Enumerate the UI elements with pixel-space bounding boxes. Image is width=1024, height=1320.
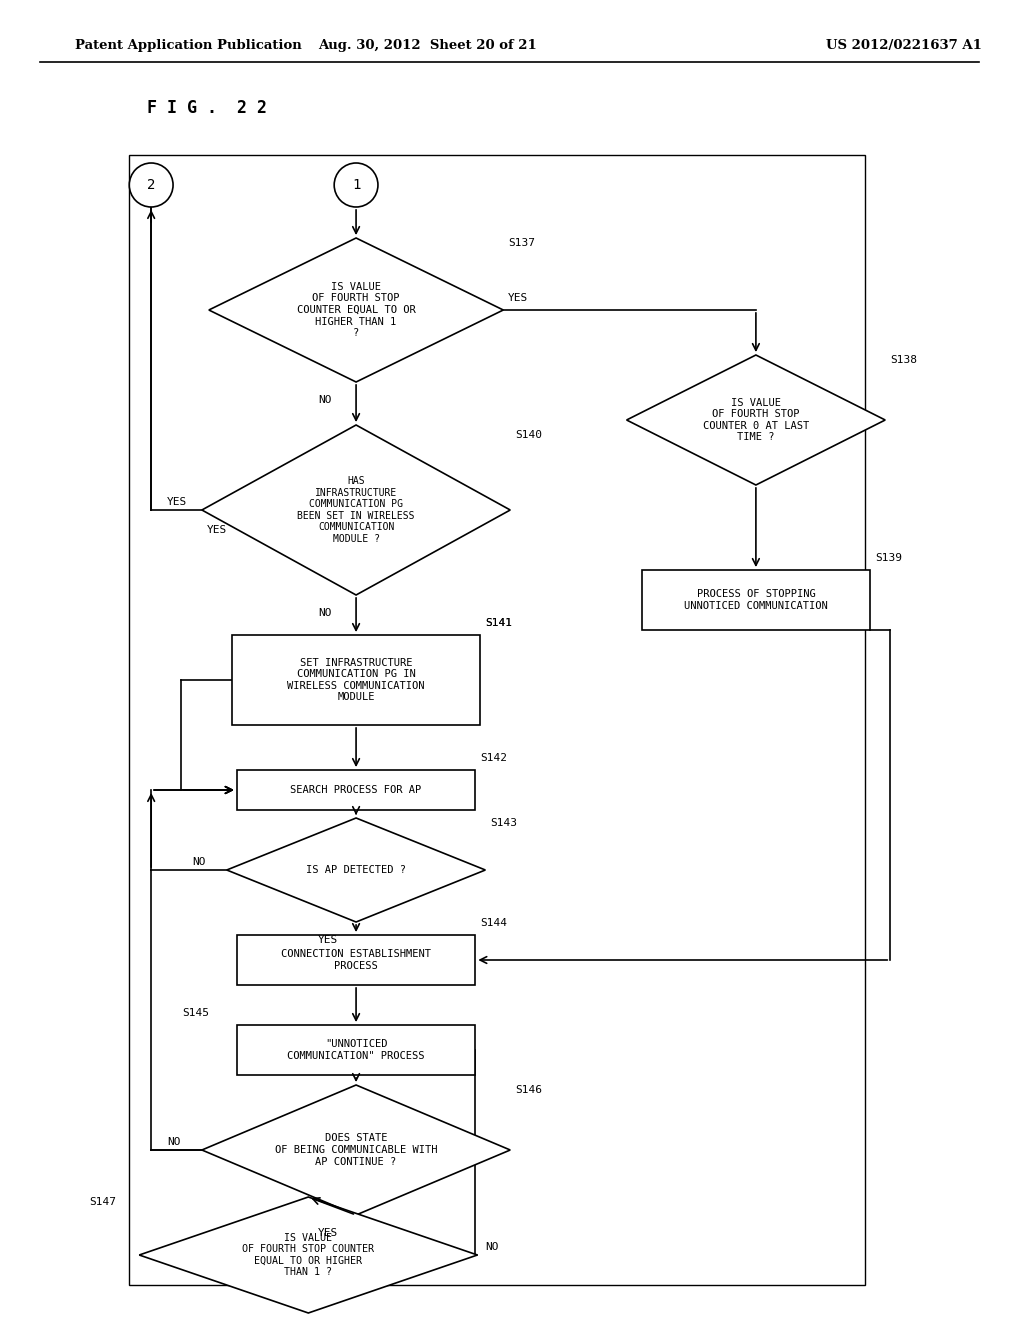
Bar: [237, 935, 475, 985]
Text: IS VALUE
OF FOURTH STOP
COUNTER 0 AT LAST
TIME ?: IS VALUE OF FOURTH STOP COUNTER 0 AT LAS…: [702, 397, 809, 442]
Text: S145: S145: [182, 1008, 209, 1018]
Circle shape: [334, 162, 378, 207]
Text: 1: 1: [352, 178, 360, 191]
Text: CONNECTION ESTABLISHMENT
PROCESS: CONNECTION ESTABLISHMENT PROCESS: [281, 949, 431, 970]
Text: SET INFRASTRUCTURE
COMMUNICATION PG IN
WIRELESS COMMUNICATION
MODULE: SET INFRASTRUCTURE COMMUNICATION PG IN W…: [288, 657, 425, 702]
Text: YES: YES: [167, 498, 187, 507]
Bar: [237, 770, 475, 810]
Text: NO: NO: [191, 857, 206, 867]
Text: S142: S142: [480, 752, 508, 763]
Bar: [641, 570, 870, 630]
Polygon shape: [209, 238, 503, 381]
Text: IS AP DETECTED ?: IS AP DETECTED ?: [306, 865, 407, 875]
Text: F I G .  2 2: F I G . 2 2: [147, 99, 267, 117]
Bar: [129, 154, 865, 1284]
Text: PROCESS OF STOPPING
UNNOTICED COMMUNICATION: PROCESS OF STOPPING UNNOTICED COMMUNICAT…: [684, 589, 827, 611]
Text: NO: NO: [318, 609, 332, 618]
Text: YES: YES: [207, 525, 227, 535]
Text: S141: S141: [485, 618, 512, 628]
Text: SEARCH PROCESS FOR AP: SEARCH PROCESS FOR AP: [291, 785, 422, 795]
Text: S138: S138: [890, 355, 918, 366]
Text: S139: S139: [876, 553, 902, 564]
Polygon shape: [202, 1085, 510, 1214]
Text: S146: S146: [515, 1085, 542, 1096]
Text: US 2012/0221637 A1: US 2012/0221637 A1: [825, 38, 981, 51]
Text: Patent Application Publication: Patent Application Publication: [75, 38, 301, 51]
Text: Aug. 30, 2012  Sheet 20 of 21: Aug. 30, 2012 Sheet 20 of 21: [318, 38, 537, 51]
Text: 2: 2: [147, 178, 156, 191]
Text: NO: NO: [167, 1137, 180, 1147]
Text: "UNNOTICED
COMMUNICATION" PROCESS: "UNNOTICED COMMUNICATION" PROCESS: [288, 1039, 425, 1061]
Text: YES: YES: [318, 935, 339, 945]
Text: IS VALUE
OF FOURTH STOP
COUNTER EQUAL TO OR
HIGHER THAN 1
?: IS VALUE OF FOURTH STOP COUNTER EQUAL TO…: [297, 281, 416, 338]
Text: S144: S144: [480, 917, 508, 928]
Text: YES: YES: [318, 1228, 339, 1238]
Text: IS VALUE
OF FOURTH STOP COUNTER
EQUAL TO OR HIGHER
THAN 1 ?: IS VALUE OF FOURTH STOP COUNTER EQUAL TO…: [243, 1233, 375, 1278]
Bar: [231, 635, 480, 725]
Polygon shape: [202, 425, 510, 595]
Text: NO: NO: [318, 395, 332, 405]
Text: HAS
INFRASTRUCTURE
COMMUNICATION PG
BEEN SET IN WIRELESS
COMMUNICATION
MODULE ?: HAS INFRASTRUCTURE COMMUNICATION PG BEEN…: [297, 477, 415, 544]
Text: YES: YES: [508, 293, 528, 304]
Polygon shape: [627, 355, 885, 484]
Text: S147: S147: [89, 1197, 117, 1206]
Circle shape: [129, 162, 173, 207]
Text: S143: S143: [490, 818, 517, 828]
Text: S140: S140: [515, 430, 542, 440]
Text: NO: NO: [485, 1242, 499, 1251]
Polygon shape: [226, 818, 485, 921]
Bar: [237, 1026, 475, 1074]
Polygon shape: [139, 1197, 477, 1313]
Text: S141: S141: [485, 618, 512, 628]
Text: S137: S137: [508, 238, 536, 248]
Text: DOES STATE
OF BEING COMMUNICABLE WITH
AP CONTINUE ?: DOES STATE OF BEING COMMUNICABLE WITH AP…: [274, 1134, 437, 1167]
